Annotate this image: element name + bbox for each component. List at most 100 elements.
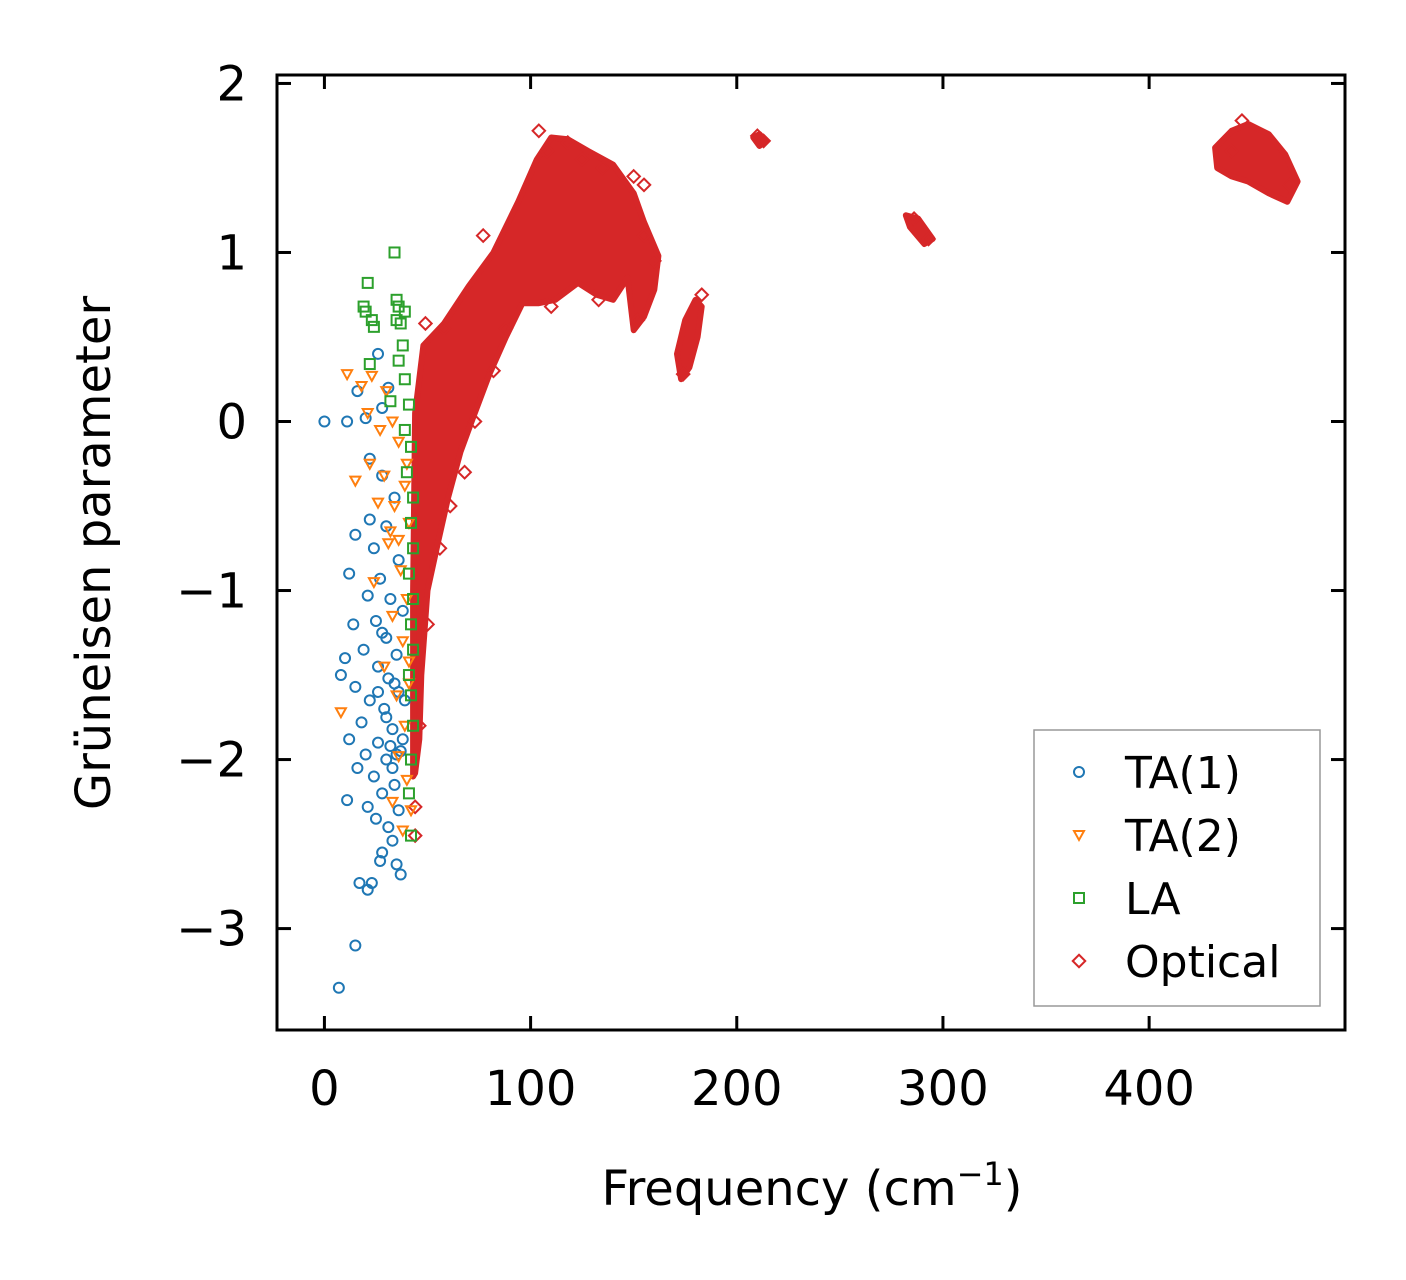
optical-point	[920, 231, 937, 247]
optical-point	[626, 168, 642, 185]
optical-point	[755, 133, 772, 149]
optical-point	[646, 253, 662, 269]
ta-1-point	[369, 812, 382, 825]
optical-point	[407, 827, 423, 844]
la-point	[402, 669, 415, 682]
optical-point	[543, 298, 559, 315]
ta-2-point	[373, 424, 387, 438]
la-point	[405, 689, 418, 702]
la-point	[405, 753, 418, 766]
ta-1-point	[359, 748, 372, 761]
legend-label: TA(2)	[1124, 811, 1241, 862]
ta-1-point	[353, 876, 366, 889]
ta-2-point	[396, 636, 410, 649]
ta-2-point	[377, 661, 391, 674]
optical-point	[456, 464, 473, 480]
la-point	[405, 618, 418, 631]
ta-2-point	[348, 475, 363, 488]
ta-1-point	[384, 740, 397, 753]
la-point	[407, 643, 420, 656]
optical-point	[531, 123, 547, 139]
ta-2-point	[367, 577, 381, 590]
y-tick-label: 0	[216, 395, 247, 451]
ta-2-point	[383, 526, 398, 539]
legend-marker-ta-1	[1073, 766, 1085, 778]
la-point	[392, 354, 405, 367]
ta-2-point	[379, 386, 393, 399]
x-tick-label: 100	[485, 1061, 577, 1117]
la-point	[405, 829, 418, 842]
la-point	[388, 246, 401, 259]
ta-2-point	[391, 436, 406, 449]
x-tick-label: 400	[1103, 1061, 1195, 1117]
ta-1-point	[376, 401, 389, 414]
y-axis-title: Grüneisen parameter	[66, 296, 122, 811]
ta-1-point	[388, 778, 401, 791]
ta-2-point	[400, 774, 414, 787]
la-point	[390, 293, 403, 306]
ta-1-point	[363, 513, 376, 526]
optical-point	[1281, 177, 1297, 193]
ta-1-point	[361, 800, 374, 813]
optical-dense-region	[674, 296, 705, 383]
optical-point	[590, 292, 607, 308]
legend-marker-ta-2	[1072, 830, 1086, 843]
x-axis-title: Frequency (cm−1)	[601, 1155, 1022, 1217]
optical-dense-region	[1212, 121, 1301, 205]
la-point	[402, 787, 415, 800]
optical-point	[432, 540, 448, 556]
optical-point	[475, 227, 491, 244]
ta-1-point	[339, 652, 352, 665]
ta-1-point	[384, 592, 397, 605]
ta-1-point	[363, 694, 376, 707]
ta-2-point	[400, 458, 414, 471]
ta-2-point	[381, 538, 396, 551]
ta-1-point	[386, 834, 399, 847]
ta-1-point	[372, 347, 385, 360]
ta-2-point	[354, 381, 369, 394]
ta-1-point	[343, 733, 356, 746]
ta-1-point	[334, 669, 347, 682]
optical-point	[906, 211, 922, 227]
ta-1-point	[396, 733, 409, 746]
la-point	[402, 567, 415, 580]
y-axis-ticks: 2 1 0 −1 −2 −3	[176, 56, 1345, 958]
ta-2-point	[404, 805, 418, 818]
optical-point	[419, 616, 436, 633]
ta-1-point	[390, 648, 403, 661]
ta-1-point	[361, 589, 374, 602]
ta-1-point	[349, 680, 362, 693]
ta-1-point	[376, 626, 389, 639]
ta-1-point	[372, 736, 385, 749]
optical-point	[417, 315, 434, 332]
ta-1-point	[392, 804, 405, 817]
y-tick-label: 2	[216, 56, 247, 112]
la-point	[402, 398, 415, 411]
ta-1-point	[367, 542, 380, 555]
ta-2-point	[361, 408, 375, 421]
ta-2-point	[385, 416, 400, 429]
ta-1-point	[363, 452, 376, 465]
ta-1-point	[382, 821, 395, 834]
ta-1-point	[386, 723, 399, 736]
legend-label: TA(1)	[1124, 748, 1241, 799]
y-tick-label: 1	[216, 225, 247, 281]
legend-label: LA	[1125, 874, 1181, 925]
ta-2-point	[363, 458, 377, 471]
la-point	[398, 373, 411, 386]
y-tick-label: −2	[176, 733, 247, 789]
optical-point	[636, 177, 652, 193]
ta-1-point	[341, 794, 354, 807]
la-point	[407, 592, 420, 605]
ta-1-point	[386, 762, 399, 775]
ta-1-point	[349, 528, 362, 541]
ta-1-point	[380, 520, 393, 533]
optical-point	[574, 151, 590, 168]
legend-marker-optical	[1071, 953, 1087, 969]
ta-1-point	[392, 554, 405, 567]
la-point	[405, 516, 418, 529]
optical-point	[595, 160, 611, 176]
optical-point	[560, 134, 576, 151]
